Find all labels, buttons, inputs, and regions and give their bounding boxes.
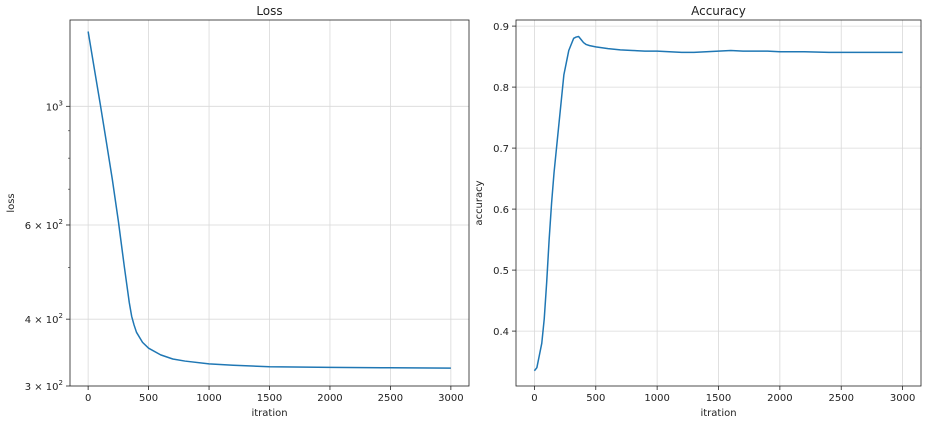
y-tick-label: 4 × 102 <box>25 312 63 326</box>
x-tick-label: 0 <box>85 393 91 404</box>
x-tick-label: 1500 <box>706 393 731 404</box>
y-tick-label-exponent: 2 <box>59 379 63 387</box>
y-tick-label: 3 × 102 <box>25 379 63 393</box>
y-tick-label-base: 4 × 10 <box>25 315 59 326</box>
x-axis-label: itration <box>700 408 736 419</box>
x-tick-label: 1500 <box>257 393 282 404</box>
x-axis-label: itration <box>251 408 287 419</box>
x-tick-label: 1000 <box>196 393 221 404</box>
x-tick-label: 2000 <box>317 393 342 404</box>
y-tick-label-exponent: 2 <box>59 218 63 226</box>
accuracy-panel: 0 500 1000 1500 2000 2500 3000 0.4 0.5 0.6 0.7 0.8 0… <box>474 4 922 419</box>
y-tick-label: 103 <box>46 99 63 113</box>
y-tick-label: 0.7 <box>493 144 509 155</box>
series-line <box>533 35 903 372</box>
y-tick-label-exponent: 3 <box>59 99 63 107</box>
y-tick-label: 6 × 102 <box>25 218 63 232</box>
y-tick-label: 0.9 <box>493 22 509 33</box>
y-tick-label: 0.4 <box>493 327 509 338</box>
y-tick-label-base: 3 × 10 <box>25 382 59 393</box>
x-tick-label: 2500 <box>378 393 403 404</box>
y-tick-label-exponent: 2 <box>59 312 63 320</box>
x-tick-label: 0 <box>531 393 537 404</box>
x-tick-label: 500 <box>139 393 158 404</box>
y-axis-label: accuracy <box>474 180 485 225</box>
y-tick-label: 0.8 <box>493 83 509 94</box>
x-tick-label: 3000 <box>890 393 915 404</box>
chart-title: Accuracy <box>691 4 746 18</box>
x-tick-label: 1000 <box>644 393 669 404</box>
y-tick-label: 0.6 <box>493 205 509 216</box>
y-tick-label-base: 10 <box>46 102 59 113</box>
x-tick-label: 500 <box>586 393 605 404</box>
series-line <box>87 31 451 369</box>
x-tick-label: 2500 <box>829 393 854 404</box>
x-tick-label: 3000 <box>438 393 463 404</box>
y-tick-label-base: 6 × 10 <box>25 221 59 232</box>
chart-title: Loss <box>256 4 282 18</box>
y-tick-label: 0.5 <box>493 266 509 277</box>
x-tick-label: 2000 <box>767 393 792 404</box>
y-axis-label: loss <box>6 193 17 212</box>
